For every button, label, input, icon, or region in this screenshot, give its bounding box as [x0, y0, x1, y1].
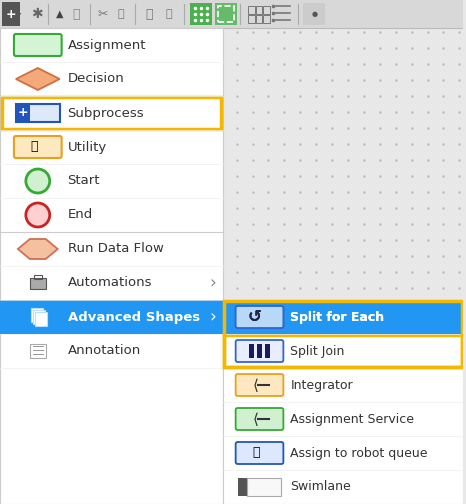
Text: Integrator: Integrator [290, 379, 353, 392]
Text: Automations: Automations [68, 277, 152, 289]
Text: Subprocess: Subprocess [68, 106, 144, 119]
FancyBboxPatch shape [223, 300, 463, 334]
FancyBboxPatch shape [2, 97, 221, 129]
FancyBboxPatch shape [30, 344, 46, 358]
Polygon shape [16, 68, 60, 90]
FancyBboxPatch shape [224, 335, 462, 367]
Text: ⎘: ⎘ [118, 9, 124, 19]
Text: ▾: ▾ [17, 10, 21, 19]
Text: Utility: Utility [68, 141, 107, 154]
FancyBboxPatch shape [190, 3, 212, 25]
Text: ✋: ✋ [73, 8, 80, 21]
FancyBboxPatch shape [236, 340, 283, 362]
Text: ●: ● [311, 11, 317, 17]
Text: ▲: ▲ [56, 9, 63, 19]
FancyBboxPatch shape [215, 3, 237, 25]
FancyBboxPatch shape [31, 308, 43, 322]
FancyBboxPatch shape [0, 0, 463, 28]
Text: Run Data Flow: Run Data Flow [68, 242, 164, 256]
Text: ›: › [209, 274, 216, 292]
Text: ⧉: ⧉ [145, 8, 153, 21]
Text: Split Join: Split Join [290, 345, 345, 357]
FancyBboxPatch shape [238, 478, 247, 496]
Text: Assignment Service: Assignment Service [290, 412, 414, 425]
Text: Decision: Decision [68, 73, 124, 86]
Text: +: + [6, 8, 16, 21]
Text: Split for Each: Split for Each [290, 310, 384, 324]
Text: ⟨: ⟨ [253, 377, 259, 393]
FancyBboxPatch shape [35, 312, 47, 326]
Text: ›: › [209, 308, 216, 326]
Text: Assign to robot queue: Assign to robot queue [290, 447, 428, 460]
Text: ✂: ✂ [97, 8, 108, 21]
Text: Split for Each: Split for Each [290, 310, 384, 324]
FancyBboxPatch shape [16, 104, 30, 122]
FancyBboxPatch shape [236, 306, 283, 328]
FancyBboxPatch shape [247, 478, 281, 496]
FancyBboxPatch shape [0, 28, 223, 504]
FancyBboxPatch shape [236, 306, 283, 328]
FancyBboxPatch shape [303, 3, 325, 25]
FancyBboxPatch shape [236, 374, 283, 396]
Text: Assignment: Assignment [68, 38, 146, 51]
FancyBboxPatch shape [14, 136, 62, 158]
Text: ✱: ✱ [31, 7, 42, 21]
FancyBboxPatch shape [16, 104, 60, 122]
Circle shape [26, 169, 50, 193]
FancyBboxPatch shape [236, 408, 283, 430]
Text: Start: Start [68, 174, 100, 187]
Text: Swimlane: Swimlane [290, 480, 351, 493]
FancyBboxPatch shape [30, 278, 46, 289]
Circle shape [26, 203, 50, 227]
Text: Advanced Shapes: Advanced Shapes [68, 310, 200, 324]
FancyBboxPatch shape [2, 2, 20, 26]
FancyBboxPatch shape [223, 300, 463, 334]
Text: ⟨: ⟨ [253, 411, 259, 426]
FancyBboxPatch shape [257, 344, 262, 358]
Text: End: End [68, 209, 93, 221]
FancyBboxPatch shape [33, 310, 45, 324]
FancyBboxPatch shape [0, 300, 223, 334]
FancyBboxPatch shape [249, 344, 254, 358]
Text: 🗑: 🗑 [166, 9, 172, 19]
FancyBboxPatch shape [14, 34, 62, 56]
Polygon shape [18, 239, 58, 259]
Text: +: + [18, 106, 28, 119]
FancyBboxPatch shape [236, 442, 283, 464]
Text: ↺: ↺ [247, 308, 261, 326]
FancyBboxPatch shape [223, 300, 463, 504]
Text: 🤖: 🤖 [253, 447, 260, 460]
Text: 🔧: 🔧 [30, 141, 38, 154]
FancyBboxPatch shape [265, 344, 270, 358]
Text: Annotation: Annotation [68, 345, 141, 357]
Text: ↺: ↺ [247, 308, 261, 326]
